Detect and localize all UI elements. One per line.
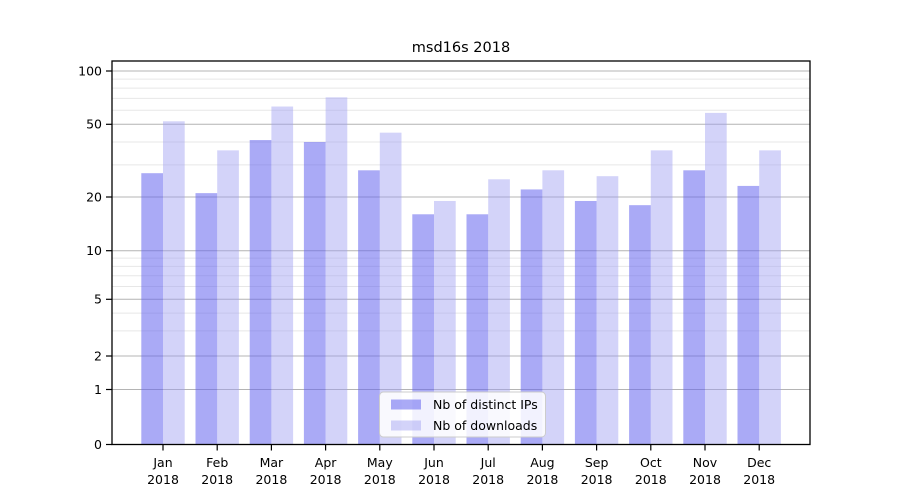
- chart-title: msd16s 2018: [412, 40, 510, 56]
- y-tick-label: 10: [86, 243, 102, 258]
- x-tick-label: Oct 2018: [635, 455, 667, 487]
- x-tick-label: Dec 2018: [743, 455, 775, 487]
- y-tick-label: 50: [86, 117, 102, 132]
- series-downloads: [163, 97, 781, 445]
- x-tick-label: Apr 2018: [310, 455, 342, 487]
- bar: [596, 176, 619, 445]
- y-tick-label: 100: [78, 63, 102, 78]
- x-tick-label: Jan 2018: [147, 455, 179, 487]
- x-tick-label: Jun 2018: [418, 455, 450, 487]
- y-axis-ticks: [106, 70, 112, 446]
- x-axis-ticks: [162, 444, 760, 451]
- bar: [488, 179, 510, 445]
- bar: [520, 189, 543, 445]
- bar: [412, 214, 434, 445]
- legend-label: Nb of downloads: [433, 418, 537, 433]
- bar: [629, 205, 651, 445]
- bar: [737, 185, 760, 445]
- bar: [650, 150, 673, 445]
- y-tick-label: 1: [94, 382, 102, 397]
- legend-label: Nb of distinct IPs: [433, 397, 538, 412]
- bar: [325, 97, 348, 445]
- bar-series: [141, 97, 781, 445]
- bar: [705, 112, 727, 445]
- x-tick-label: Aug 2018: [526, 455, 558, 487]
- bar: [542, 170, 565, 445]
- legend-swatch: [391, 399, 421, 410]
- bar: [759, 150, 781, 445]
- bar: [683, 170, 705, 445]
- bar: [466, 214, 489, 445]
- x-tick-label: Jul 2018: [472, 455, 504, 487]
- x-tick-label: May 2018: [364, 455, 396, 487]
- legend-swatch: [391, 420, 421, 431]
- x-tick-label: Nov 2018: [689, 455, 721, 487]
- y-tick-label: 20: [86, 189, 102, 204]
- bar: [141, 173, 163, 445]
- x-tick-label: Sep 2018: [581, 455, 613, 487]
- x-axis-labels: Jan 2018 Feb 2018 Mar 2018 Apr 2018 May 2018 Jun 20…: [147, 455, 775, 487]
- x-tick-label: Mar 2018: [255, 455, 287, 487]
- bar: [163, 121, 185, 445]
- bar: [249, 140, 272, 445]
- series-distinct-ips: [141, 140, 760, 445]
- minor-gridlines: [112, 78, 810, 332]
- y-tick-label: 2: [94, 348, 102, 363]
- plot-frame: [111, 60, 811, 446]
- bar: [271, 106, 294, 445]
- axes-frame: [111, 60, 811, 446]
- bar: [574, 200, 597, 445]
- bar: [358, 170, 380, 445]
- bar: [434, 200, 456, 445]
- y-tick-label: 5: [94, 292, 102, 307]
- bar: [217, 150, 239, 445]
- y-axis-labels: 0 1 2 5 10 20 50 100: [78, 63, 102, 452]
- legend: Nb of distinct IPs Nb of downloads: [379, 391, 546, 438]
- x-tick-label: Feb 2018: [201, 455, 233, 487]
- bar: [379, 132, 402, 445]
- y-tick-label: 0: [94, 437, 102, 452]
- bar: [303, 142, 326, 445]
- bar: [195, 193, 218, 445]
